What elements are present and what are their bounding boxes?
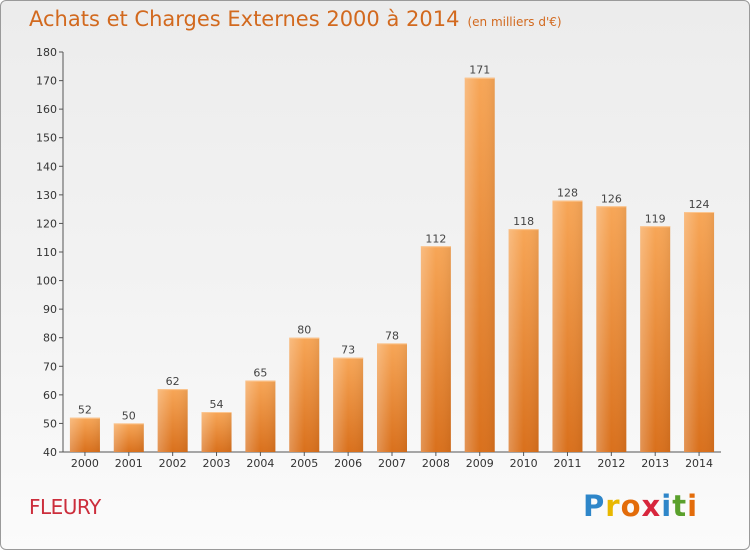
bar-shading bbox=[289, 337, 320, 452]
logo-letter: x bbox=[641, 489, 662, 523]
bar-value-label: 65 bbox=[253, 367, 267, 380]
y-tick-label: 150 bbox=[36, 132, 57, 145]
y-tick-label: 60 bbox=[43, 389, 57, 402]
logo-letter: i bbox=[661, 489, 673, 523]
x-tick-label: 2003 bbox=[203, 457, 231, 470]
y-tick-label: 160 bbox=[36, 103, 57, 116]
y-tick-label: 100 bbox=[36, 275, 57, 288]
bar-shading bbox=[420, 246, 451, 452]
y-tick-label: 130 bbox=[36, 189, 57, 202]
proxiti-logo: Proxiti bbox=[583, 489, 698, 523]
x-tick-label: 2008 bbox=[422, 457, 450, 470]
x-axis: 2000 2001 2002 2003 2004 2005 2006 2007 2008 2009… bbox=[63, 451, 721, 470]
bar-shading bbox=[684, 212, 715, 452]
y-tick-label: 180 bbox=[36, 46, 57, 59]
bar-value-label: 50 bbox=[122, 409, 136, 422]
bar-value-label: 126 bbox=[601, 192, 622, 205]
bar-shading bbox=[552, 200, 583, 452]
y-tick-label: 120 bbox=[36, 217, 57, 230]
bar-value-label: 118 bbox=[513, 215, 534, 228]
chart-title: Achats et Charges Externes 2000 à 2014 (e… bbox=[29, 7, 562, 31]
chart-subtitle: (en milliers d'€) bbox=[467, 15, 562, 29]
bar-shading bbox=[333, 357, 364, 452]
logo-letter: r bbox=[605, 489, 621, 523]
logo-letter: i bbox=[687, 489, 699, 523]
x-tick-label: 2013 bbox=[641, 457, 669, 470]
bar-value-label: 62 bbox=[166, 375, 180, 388]
x-tick-label: 2002 bbox=[159, 457, 187, 470]
bar-shading bbox=[377, 343, 407, 452]
y-axis: 40 50 60 70 80 90 100 110 120 130 140 150 160 170 180 bbox=[36, 46, 64, 459]
bar-shading bbox=[201, 412, 232, 452]
y-tick-label: 80 bbox=[43, 332, 57, 345]
x-tick-label: 2011 bbox=[553, 457, 581, 470]
x-tick-label: 2007 bbox=[378, 457, 406, 470]
bar-shading bbox=[157, 389, 188, 452]
y-tick-label: 50 bbox=[43, 417, 57, 430]
bar-shading bbox=[113, 423, 144, 452]
y-tick-label: 110 bbox=[36, 246, 57, 259]
bars: 52 50 62 54 65 80 73 78 112 171 118 128 126 119 124 bbox=[69, 64, 715, 452]
y-tick-label: 140 bbox=[36, 160, 57, 173]
bar-shading bbox=[464, 77, 495, 452]
chart-title-text: Achats et Charges Externes 2000 à 2014 bbox=[29, 7, 460, 31]
x-tick-label: 2006 bbox=[334, 457, 362, 470]
bar-value-label: 78 bbox=[385, 329, 399, 342]
x-tick-label: 2000 bbox=[71, 457, 99, 470]
logo-letter: o bbox=[620, 489, 642, 523]
bar-value-label: 52 bbox=[78, 404, 92, 417]
bar-value-label: 73 bbox=[341, 344, 355, 357]
bar-value-label: 80 bbox=[297, 324, 311, 337]
bar-shading bbox=[640, 226, 671, 452]
x-tick-label: 2005 bbox=[290, 457, 318, 470]
y-tick-label: 70 bbox=[43, 360, 57, 373]
bar-value-label: 119 bbox=[645, 212, 666, 225]
bar-value-label: 128 bbox=[557, 187, 578, 200]
bar-shading bbox=[245, 380, 276, 452]
x-tick-label: 2001 bbox=[115, 457, 143, 470]
x-tick-label: 2014 bbox=[685, 457, 713, 470]
y-tick-label: 90 bbox=[43, 303, 57, 316]
bar-value-label: 171 bbox=[469, 64, 490, 77]
bar-shading bbox=[596, 206, 627, 452]
x-tick-label: 2004 bbox=[246, 457, 274, 470]
x-tick-label: 2009 bbox=[466, 457, 494, 470]
logo-letter: P bbox=[583, 489, 606, 523]
bar-value-label: 124 bbox=[689, 198, 710, 211]
place-name: FLEURY bbox=[29, 495, 101, 519]
x-tick-label: 2012 bbox=[597, 457, 625, 470]
logo-letter: t bbox=[672, 489, 688, 523]
bar-value-label: 54 bbox=[210, 398, 224, 411]
y-tick-label: 40 bbox=[43, 446, 57, 459]
x-tick-label: 2010 bbox=[510, 457, 538, 470]
bar-shading bbox=[508, 229, 539, 452]
y-tick-label: 170 bbox=[36, 75, 57, 88]
bar-value-label: 112 bbox=[425, 232, 446, 245]
bar-shading bbox=[69, 417, 100, 452]
